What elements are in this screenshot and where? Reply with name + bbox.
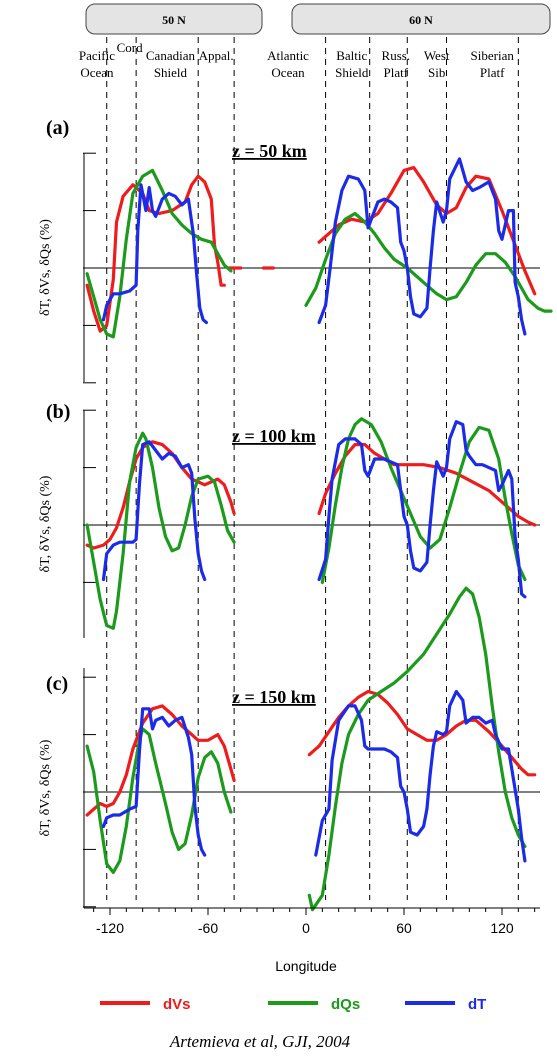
x-tick-label: 120 <box>490 920 514 936</box>
series-dqs-line <box>307 586 527 912</box>
panel-2: (b) z = 100 km δT, δVs, δQs (%) <box>38 401 540 638</box>
y-axis-label: δT, δVs, δQs (%) <box>38 475 53 572</box>
region-label-line: Sib <box>428 65 445 80</box>
region-label-line: Baltic <box>336 48 367 63</box>
x-tick-label: 0 <box>302 920 310 936</box>
region-label-line: Ocean <box>271 65 305 80</box>
region-label: Appal. <box>199 48 234 63</box>
header-box <box>291 3 551 35</box>
series-dvs-line <box>85 440 236 550</box>
region-label-line: Cord <box>117 40 144 55</box>
y-axis-label: δT, δVs, δQs (%) <box>38 219 53 316</box>
series-dt-line <box>101 183 208 325</box>
legend-label: dQs <box>331 996 360 1013</box>
region-label: Canadian Shield <box>146 48 196 80</box>
latitude-header-2: 60 N <box>291 3 551 35</box>
region-label-line: Ocean <box>80 65 114 80</box>
y-axis-label: δT, δVs, δQs (%) <box>38 739 53 836</box>
region-label: Baltic Shield <box>335 48 369 80</box>
region-label-line: Shield <box>154 65 188 80</box>
region-label: Pacific Ocean <box>79 48 115 80</box>
legend-label: dT <box>468 996 486 1013</box>
panel-title: z = 100 km <box>232 426 316 446</box>
region-label-line: Atlantic <box>267 48 309 63</box>
series-dt-line <box>101 707 207 857</box>
x-tick-label: 60 <box>396 920 412 936</box>
series-dvs-line <box>85 704 236 817</box>
legend-label: dVs <box>163 996 191 1013</box>
panel-title: z = 50 km <box>232 141 307 161</box>
panel-1: (a) z = 50 km δT, δVs, δQs (%) <box>38 117 553 384</box>
series-dvs-line <box>317 166 537 296</box>
header-box <box>85 3 263 35</box>
panel-3: (c) z = 150 km δT, δVs, δQs (%) <box>38 586 540 912</box>
header-label: 60 N <box>409 13 433 27</box>
region-label: West Sib <box>424 48 450 80</box>
region-label: Russ. Platf <box>382 48 411 80</box>
panel-letter: (a) <box>46 117 69 139</box>
series-dqs-line <box>85 168 233 339</box>
series-dqs-line <box>85 727 233 874</box>
series-dvs-line <box>85 174 226 333</box>
region-label-line: West <box>424 48 450 63</box>
header-label: 50 N <box>162 13 186 27</box>
region-label-line: Platf <box>480 65 505 80</box>
region-label-line: Pacific <box>79 48 115 63</box>
region-label: Cord <box>117 40 144 55</box>
series-dqs-line <box>85 431 236 630</box>
x-tick-label: -120 <box>96 920 124 936</box>
region-label: Atlantic Ocean <box>267 48 309 80</box>
region-label-line: Russ. <box>382 48 411 63</box>
series-dt-line <box>101 440 207 582</box>
region-label-line: Siberian <box>471 48 515 63</box>
panel-title: z = 150 km <box>232 687 316 707</box>
region-label-line: Canadian <box>146 48 196 63</box>
region-label-line: Appal. <box>199 48 234 63</box>
series-dqs-line <box>320 417 527 584</box>
region-label-line: Shield <box>335 65 369 80</box>
legend-item-dvs: dVs <box>100 996 191 1013</box>
latitude-header-1: 50 N <box>85 3 263 35</box>
series-dt-line <box>317 157 527 336</box>
panel-letter: (c) <box>46 673 68 695</box>
region-label-line: Platf <box>384 65 409 80</box>
panel-letter: (b) <box>46 401 70 423</box>
figure-credit: Artemieva et al, GJI, 2004 <box>169 1032 351 1051</box>
legend-item-dqs: dQs <box>268 996 360 1013</box>
legend-item-dt: dT <box>405 996 486 1013</box>
x-tick-label: -60 <box>198 920 218 936</box>
series-dt-line <box>314 689 527 863</box>
x-axis-label: Longitude <box>275 958 337 974</box>
region-label: Siberian Platf <box>471 48 515 80</box>
series-dt-line <box>317 420 527 599</box>
